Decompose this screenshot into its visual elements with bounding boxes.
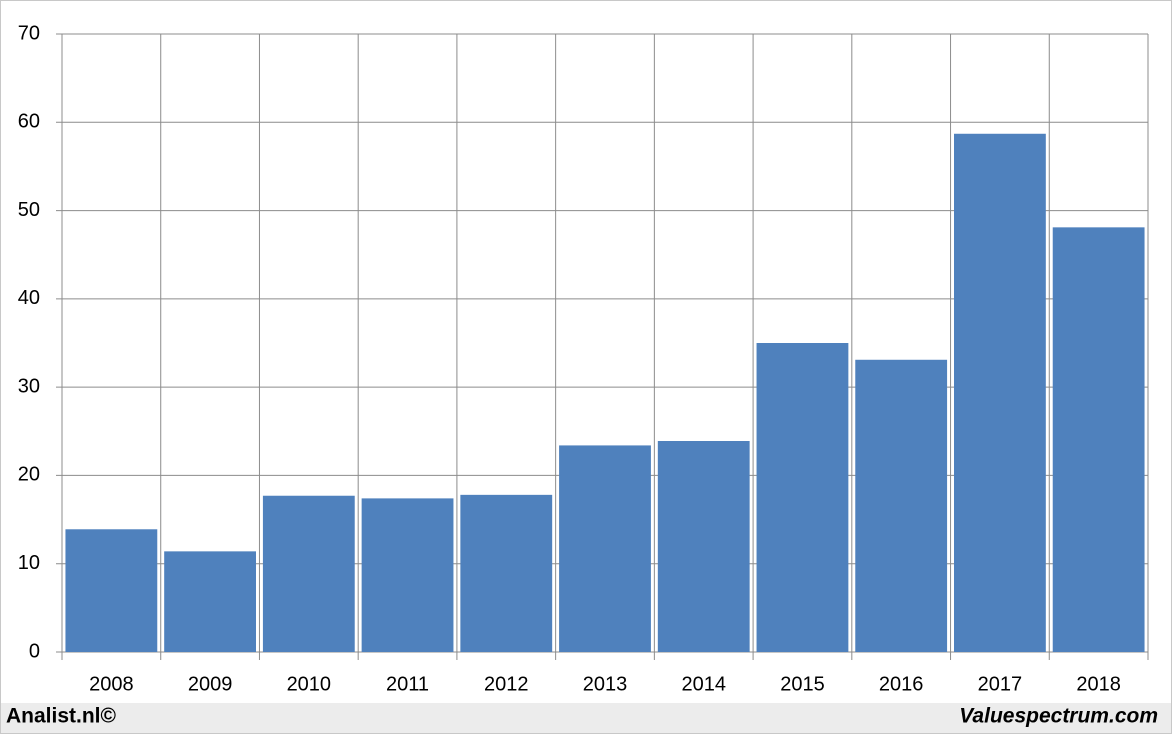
y-tick-label: 0: [29, 640, 40, 662]
bar: [657, 440, 750, 652]
x-tick-label: 2015: [780, 673, 825, 695]
footer-right: Valuespectrum.com: [959, 705, 1158, 728]
y-tick-label: 50: [18, 199, 40, 221]
bar: [460, 494, 553, 652]
x-tick-label: 2012: [484, 673, 529, 695]
y-tick-label: 60: [18, 111, 40, 133]
bar: [954, 133, 1046, 652]
x-tick-label: 2013: [583, 673, 628, 695]
x-tick-label: 2010: [287, 673, 332, 695]
bar: [1052, 227, 1145, 653]
x-tick-label: 2011: [386, 673, 429, 695]
y-tick-label: 10: [18, 552, 40, 574]
x-tick-label: 2009: [188, 673, 233, 695]
x-tick-label: 2018: [1076, 673, 1121, 695]
x-tick-label: 2008: [89, 673, 134, 695]
bar: [164, 551, 256, 652]
footer-band: [1, 703, 1171, 733]
y-tick-label: 20: [18, 464, 40, 486]
footer-left: Analist.nl©: [6, 705, 117, 728]
bar: [65, 529, 158, 652]
y-tick-label: 70: [18, 22, 40, 44]
x-tick-label: 2017: [978, 673, 1023, 695]
bar: [756, 343, 849, 652]
x-tick-label: 2016: [879, 673, 924, 695]
bar: [559, 445, 651, 652]
y-tick-label: 40: [18, 287, 40, 309]
y-tick-label: 30: [18, 375, 40, 397]
bar: [855, 359, 948, 652]
x-tick-label: 2014: [681, 673, 726, 695]
bar: [361, 498, 454, 652]
bar: [262, 495, 355, 652]
